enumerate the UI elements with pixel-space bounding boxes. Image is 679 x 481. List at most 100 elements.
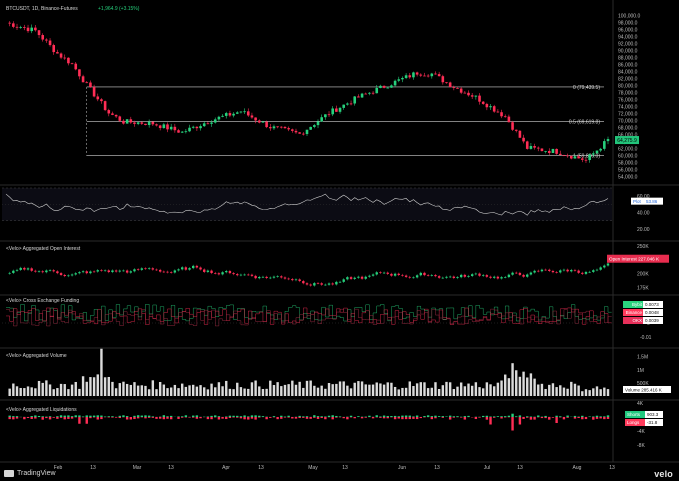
liq-short-bar [555,415,558,417]
oi-candle [415,275,419,278]
oi-candle [144,268,147,270]
tradingview-logo: TradingView [4,470,56,477]
volume-bar [360,381,364,396]
oi-candle [577,270,580,273]
oi-candle [232,273,235,275]
candle [592,153,595,155]
oi-candle [236,274,239,276]
liq-long-bar [206,417,210,420]
volume-bar [169,387,173,396]
candle [78,69,81,77]
volume-bar [581,391,584,396]
liq-long-bar [555,417,558,423]
oi-candle [305,283,309,285]
candle [525,141,529,149]
volume-title: <Velo> Aggregated Volume [6,353,67,359]
liq-long-bar [452,417,456,418]
candle [551,148,555,153]
liq-short-bar [30,416,33,417]
volume-bar [265,388,268,396]
liq-short-bar [232,415,235,417]
candle [463,92,467,94]
volume-bar [327,383,331,396]
liq-long-bar [548,417,551,420]
liq-long-bar [287,417,290,418]
oi-candle [522,274,525,277]
volume-bar [595,386,599,396]
liq-long-bar [309,417,312,419]
oi-candle [478,273,481,276]
oi-candle [331,283,334,285]
oi-candle [548,269,551,271]
candle [118,116,122,121]
volume-bar [78,388,81,396]
price-tick-label: 82,000.0 [618,77,638,83]
oi-candle [140,268,144,270]
liq-long-bar [236,417,239,418]
liq-long-bar [41,417,44,420]
price-tick-label: 76,000.0 [618,98,638,104]
candle [272,126,276,129]
volume-bar [599,389,602,396]
candle [588,154,591,161]
liq-short-bar [386,415,389,417]
liq-long-bar [78,417,81,424]
candle [133,122,136,124]
oi-candle [89,271,92,274]
oi-candle [309,284,312,286]
liq-long-bar [342,417,345,419]
oi-candle [107,270,110,273]
oi-candle [195,265,199,268]
time-tick-label: 13 [90,465,96,471]
liq-short-bar [338,416,342,417]
candle [368,92,371,94]
volume-bar [56,388,59,396]
candle [371,92,375,94]
volume-bar [393,386,397,396]
volume-tick-label: 1.5M [637,355,648,361]
oi-candle [346,277,349,280]
oi-candle [371,274,375,276]
candle [393,80,397,86]
liq-short-bar [485,415,489,417]
volume-bar [404,387,408,396]
liq-short-bar [581,415,584,417]
liq-badge-label: Shorts [627,412,641,417]
liq-short-bar [258,415,261,417]
candle [228,113,232,116]
oi-candle [206,270,210,272]
oi-tick-label: 200K [637,272,649,278]
liq-long-bar [15,417,19,419]
liq-short-bar [489,416,492,417]
candle [441,76,445,83]
oi-candle [214,273,217,274]
oi-candle [265,276,268,279]
oi-candle [15,269,19,271]
candle [419,74,423,76]
liq-short-bar [250,415,254,417]
candle [85,82,89,84]
liq-long-bar [239,417,243,419]
liq-short-bar [441,416,445,417]
candle [566,155,569,157]
funding-line [6,307,612,325]
liq-short-bar [592,416,595,417]
oi-candle [133,269,136,272]
liq-badge-label-bg [625,411,645,418]
volume-bar [423,382,426,396]
liq-long-bar [313,417,316,418]
oi-candle [147,268,151,269]
rsi-badge [631,197,663,205]
time-tick-label: Jun [398,465,406,471]
candle [140,122,144,124]
liq-long-bar [48,417,52,420]
candle [599,148,602,151]
candle [298,132,301,134]
oi-candle [559,270,562,273]
liq-short-bar [349,415,353,417]
candle [199,126,202,129]
liq-long-bar [8,417,11,420]
candle [518,130,522,138]
liq-long-bar [599,417,602,419]
